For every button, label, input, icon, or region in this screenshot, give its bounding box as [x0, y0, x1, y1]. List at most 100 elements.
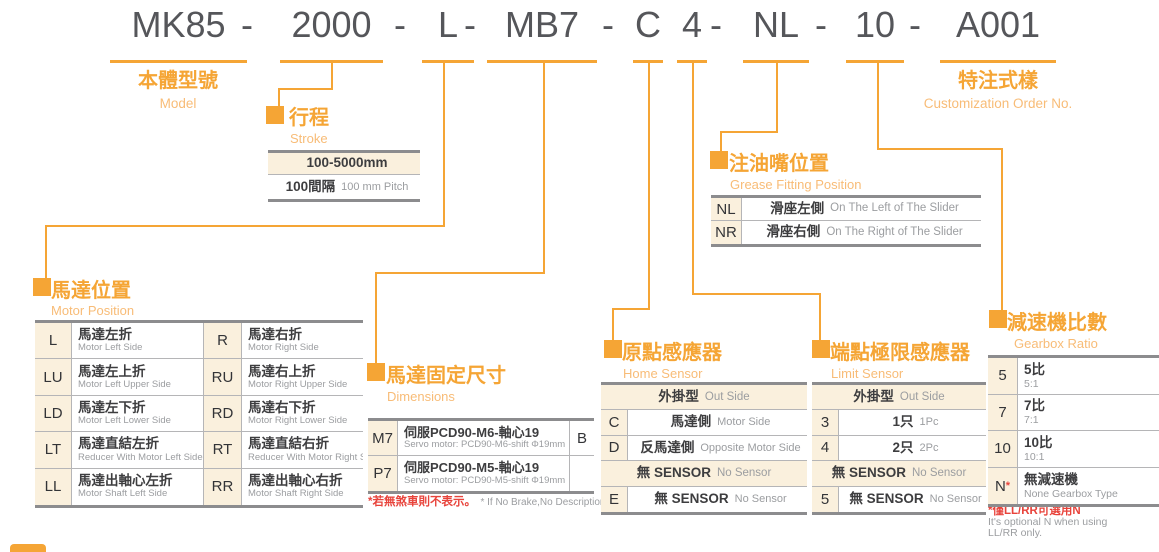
code-cell: LL: [35, 468, 72, 505]
underline-stroke: [280, 60, 383, 63]
connector-line: [443, 63, 445, 227]
header-cell: 外掛型 Out Side: [601, 385, 807, 410]
code-cell: R: [204, 323, 242, 359]
desc-cell: 5比 5:1: [1018, 358, 1159, 394]
section-title-dimensions: 馬達固定尺寸: [386, 365, 506, 387]
underline-grease: [743, 60, 809, 63]
model-label-en: Model: [159, 96, 197, 111]
desc-zh: 無 SENSOR: [654, 491, 729, 507]
desc-cell: 無減速機 None Gearbox Type: [1018, 468, 1159, 505]
table-row: 無 SENSOR No Sensor: [601, 461, 807, 487]
desc-zh: 5比: [1024, 361, 1046, 377]
desc-cell: 馬達左下折 Motor Left Lower Side: [72, 395, 204, 432]
section-title-grease: 注油嘴位置: [729, 153, 829, 175]
section-bullet-icon: [33, 278, 51, 296]
section-subtitle-motor_position: Motor Position: [51, 303, 135, 318]
desc-en: Motor Left Lower Side: [78, 415, 171, 427]
code-cell: 3: [812, 410, 839, 435]
section-title-gearbox: 減速機比數: [1007, 312, 1107, 334]
stroke-range-cell: 100-5000mm: [268, 153, 420, 174]
code-cell: LU: [35, 359, 72, 395]
code-text: 5: [998, 367, 1007, 385]
connector-line: [1001, 148, 1003, 311]
section-bullet-icon: [989, 310, 1007, 328]
gearbox-footnote-en2: LL/RR only.: [988, 527, 1043, 539]
stroke-pitch-en: 100 mm Pitch: [341, 180, 409, 193]
header-en: No Sensor: [911, 466, 967, 479]
connector-line: [692, 63, 694, 295]
underline-model: [110, 60, 247, 63]
brake-cell: [570, 456, 594, 491]
connector-line: [45, 225, 47, 279]
connector-line: [819, 293, 821, 341]
connector-line: [375, 272, 545, 274]
code-text: 7: [998, 403, 1007, 421]
section-subtitle-stroke: Stroke: [290, 131, 328, 146]
desc-cell: 馬達右折 Motor Right Side: [242, 323, 363, 358]
code-text: E: [608, 490, 619, 508]
code-cell: C: [601, 410, 628, 435]
desc-cell: 馬達右上折 Motor Right Upper Side: [242, 359, 363, 394]
underline-gearbox: [846, 60, 904, 63]
desc-zh: 10比: [1024, 434, 1053, 450]
code-cell: 5: [988, 358, 1018, 394]
header-zh: 無 SENSOR: [636, 465, 711, 481]
customization-label-en: Customization Order No.: [923, 96, 1073, 111]
separator-dash: -: [464, 4, 476, 45]
code-text: LT: [44, 441, 62, 459]
separator-dash: -: [602, 4, 614, 45]
code-text: M7: [372, 429, 393, 447]
desc-en: Motor Right Side: [248, 342, 319, 354]
gearbox-footnote-zh: *僅LL/RR可選用N: [988, 505, 1081, 517]
desc-en: Servo motor: PCD90-M5-shift Φ19mm: [404, 474, 566, 486]
desc-zh: 馬達直結右折: [248, 436, 329, 452]
order-code-segment-grease: NL: [752, 4, 800, 45]
desc-en: Motor Side: [717, 416, 771, 429]
desc-cell: 反馬達側 Opposite Motor Side: [628, 436, 807, 460]
connector-line: [612, 308, 650, 310]
section-bullet-icon: [710, 151, 728, 169]
table-row: D 反馬達側 Opposite Motor Side: [601, 435, 807, 462]
gearbox-footnote: *僅LL/RR可選用N It's optional N when using L…: [988, 505, 1107, 539]
order-code-segment-dimensions: MB7: [504, 4, 580, 45]
desc-en: None Gearbox Type: [1024, 488, 1118, 501]
code-cell: LD: [35, 395, 72, 432]
brake-text: B: [576, 429, 587, 447]
desc-zh: 馬達出軸心左折: [78, 473, 173, 489]
desc-en: 1Pc: [919, 416, 939, 429]
order-code-segment-limit_sensor: 4: [681, 4, 703, 45]
table-row: L 馬達左折 Motor Left Side R 馬達右折 Motor Right Sid…: [35, 323, 363, 360]
connector-line: [720, 131, 778, 133]
table-row: P7 伺服PCD90-M5-軸心19 Servo motor: PCD90-M5-s…: [368, 456, 594, 491]
desc-zh: 馬達側: [670, 414, 712, 430]
connector-line: [331, 63, 333, 90]
desc-en: Motor Left Upper Side: [78, 378, 171, 390]
header-cell: 無 SENSOR No Sensor: [601, 461, 807, 486]
desc-cell: 滑座左側 On The Left of The Slider: [742, 198, 981, 220]
order-code-segment-custom: A001: [955, 4, 1041, 45]
motor-position-table: L 馬達左折 Motor Left Side R 馬達右折 Motor Right Sid…: [35, 320, 363, 508]
order-code-segment-gearbox: 10: [854, 4, 896, 45]
table-row: 無 SENSOR No Sensor: [812, 461, 986, 487]
code-text: 4: [820, 439, 830, 457]
desc-en: Motor Shaft Left Side: [78, 488, 168, 500]
code-text: L: [48, 332, 58, 350]
header-cell: 外掛型 Out Side: [812, 385, 986, 410]
desc-zh: 馬達右上折: [248, 363, 316, 379]
desc-cell: 馬達出軸心左折 Motor Shaft Left Side: [72, 468, 204, 505]
limit-sensor-table: 外掛型 Out Side 3 1只 1Pc 4 2只 2Pc 無 SENSOR No Sensor…: [812, 382, 986, 515]
desc-cell: 馬達右下折 Motor Right Lower Side: [242, 396, 363, 431]
desc-en: On The Left of The Slider: [830, 202, 959, 215]
desc-en: Motor Shaft Right Side: [248, 488, 344, 500]
separator-dash: -: [815, 4, 827, 45]
code-text: C: [608, 414, 620, 432]
desc-cell: 10比 10:1: [1018, 431, 1159, 467]
code-text: 5: [820, 490, 830, 508]
stroke-pitch-cell: 100間隔 100 mm Pitch: [268, 175, 420, 199]
table-row: 3 1只 1Pc: [812, 410, 986, 436]
code-text: NL: [716, 200, 736, 218]
code-cell: RU: [204, 359, 242, 395]
code-cell: LT: [35, 432, 72, 468]
desc-cell: 無 SENSOR No Sensor: [628, 487, 807, 512]
code-text: 3: [820, 414, 830, 432]
